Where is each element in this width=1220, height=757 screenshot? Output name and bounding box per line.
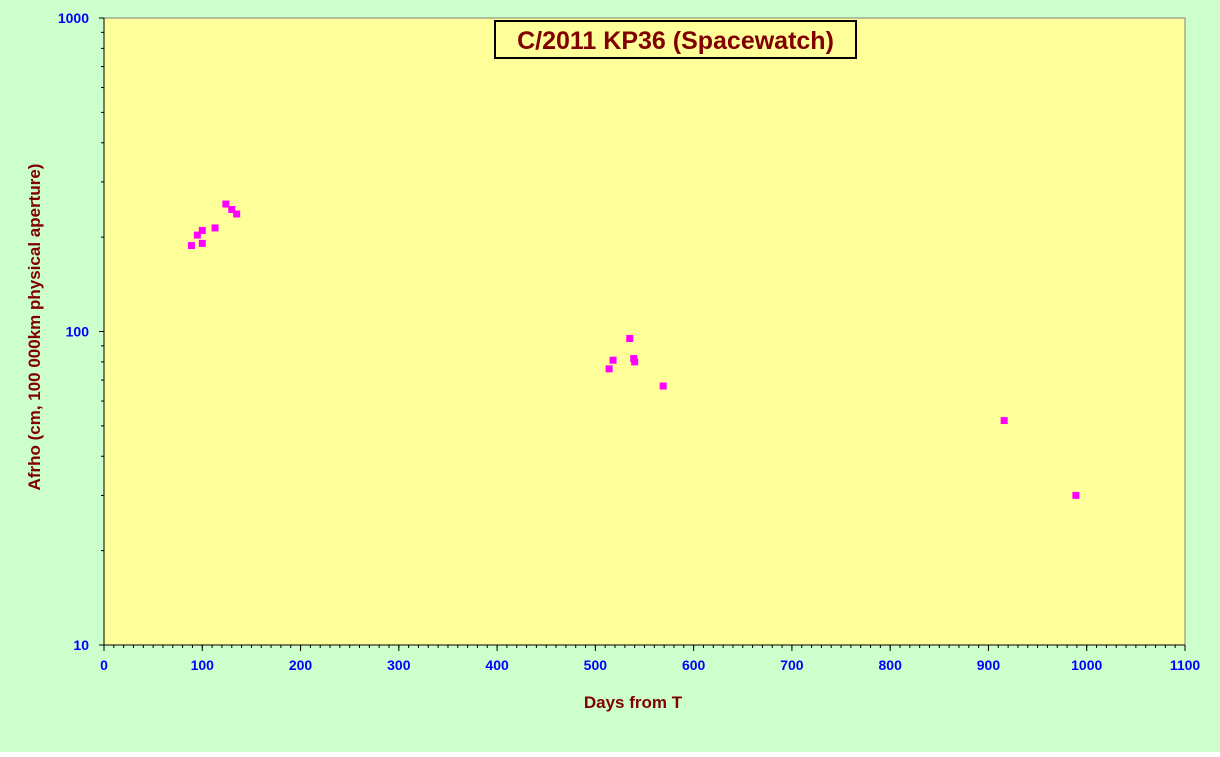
data-point <box>198 226 206 234</box>
data-point <box>659 382 667 390</box>
x-tick-label: 800 <box>879 657 903 673</box>
data-point <box>1072 491 1080 499</box>
x-tick-label: 900 <box>977 657 1001 673</box>
chart-title: C/2011 KP36 (Spacewatch) <box>517 27 834 55</box>
data-point <box>1000 417 1008 425</box>
x-tick-label: 1100 <box>1170 657 1201 673</box>
data-point <box>228 205 236 213</box>
data-point <box>187 242 195 250</box>
x-axis-label: Days from T <box>584 693 683 712</box>
x-tick-label: 100 <box>191 657 215 673</box>
data-point <box>211 224 219 232</box>
plot-area <box>103 17 1186 646</box>
x-tick-label: 400 <box>485 657 509 673</box>
title-box <box>494 20 857 59</box>
y-tick-label: 100 <box>66 324 90 340</box>
data-markers <box>187 200 1080 499</box>
data-point <box>222 200 230 208</box>
x-tick-label: 700 <box>780 657 804 673</box>
data-point <box>605 365 613 373</box>
data-point <box>631 358 639 366</box>
x-tick-label: 200 <box>289 657 313 673</box>
x-tick-label: 300 <box>387 657 411 673</box>
x-axis: 0 100 200 300 400 500 600 700 800 900 1000 1100 <box>100 644 1201 673</box>
data-point <box>609 356 617 364</box>
data-point <box>626 334 634 342</box>
data-point <box>233 210 241 218</box>
y-tick-label: 1000 <box>58 10 89 26</box>
x-tick-label: 0 <box>100 657 108 673</box>
x-tick-label: 600 <box>682 657 706 673</box>
y-axis: 10 100 1000 <box>58 10 105 653</box>
data-point <box>198 239 206 247</box>
y-axis-label: Afrho (cm, 100 000km physical aperture) <box>25 164 44 491</box>
x-tick-label: 1000 <box>1071 657 1102 673</box>
y-tick-label: 10 <box>73 637 89 653</box>
x-tick-label: 500 <box>584 657 608 673</box>
data-point <box>193 231 201 239</box>
